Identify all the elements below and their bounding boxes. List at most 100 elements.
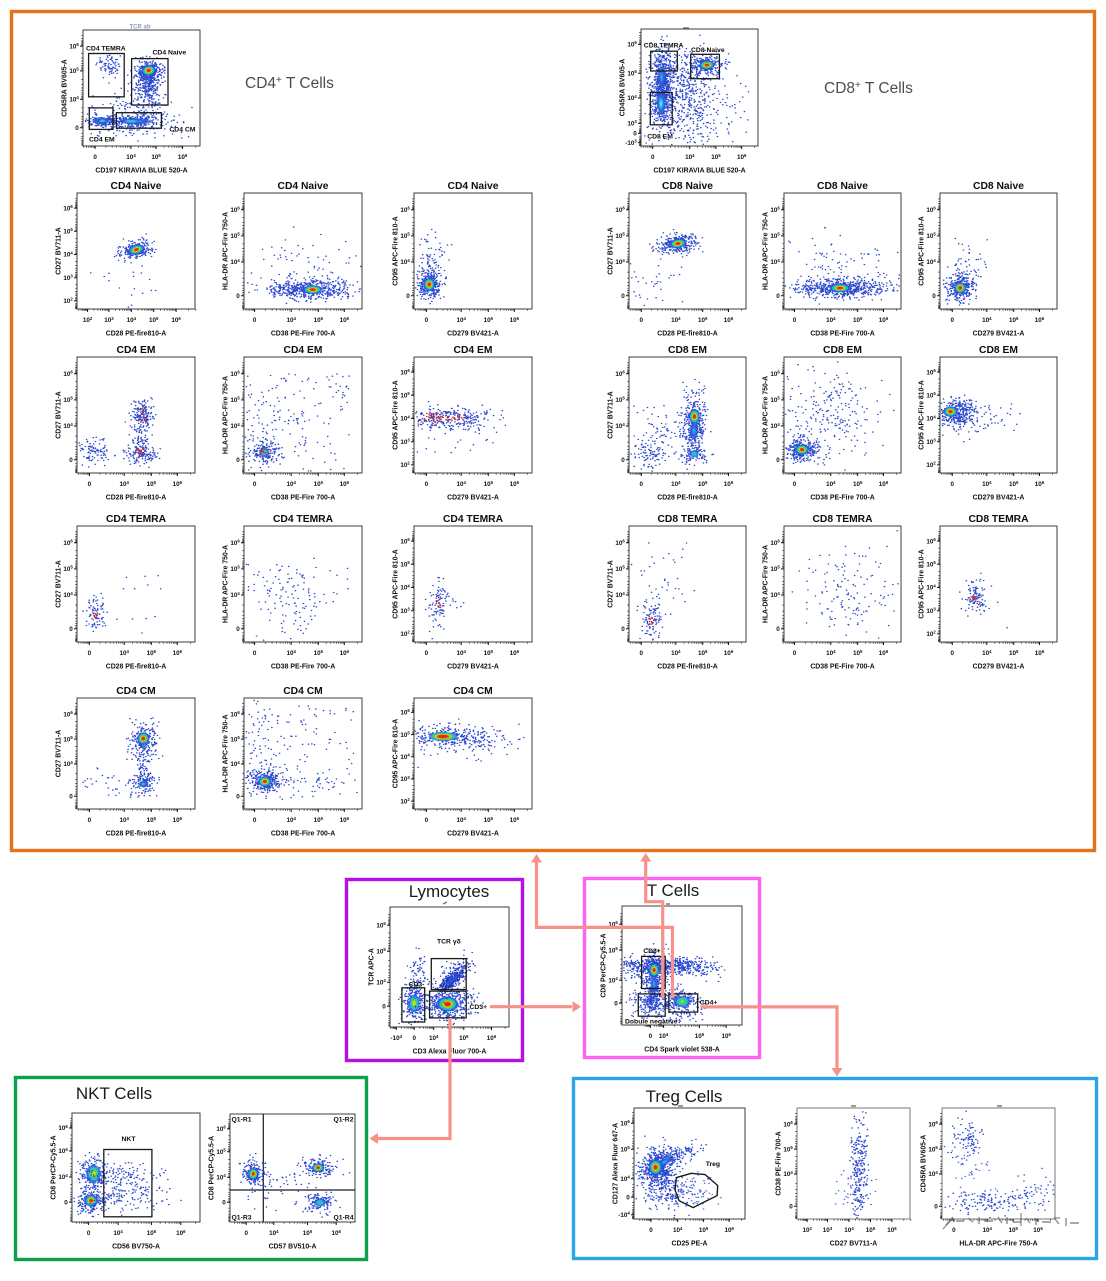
svg-text:CD28 PE-fire810-A: CD28 PE-fire810-A — [106, 831, 167, 838]
svg-text:104: 104 — [928, 1170, 938, 1178]
svg-text:0: 0 — [236, 293, 240, 300]
svg-text:105: 105 — [926, 232, 936, 240]
svg-text:104: 104 — [119, 649, 129, 657]
svg-text:102: 102 — [400, 461, 410, 469]
svg-text:0: 0 — [244, 1230, 248, 1237]
svg-text:CD45RA BV605-A: CD45RA BV605-A — [620, 59, 627, 117]
svg-text:104: 104 — [286, 649, 296, 657]
svg-text:104: 104 — [400, 583, 410, 591]
svg-text:0: 0 — [952, 1227, 956, 1234]
svg-text:105: 105 — [230, 735, 240, 743]
svg-text:CD4 TEMRA: CD4 TEMRA — [106, 514, 167, 525]
svg-text:CD4 EM: CD4 EM — [284, 345, 323, 356]
svg-text:Dobule negative: Dobule negative — [625, 1019, 678, 1026]
svg-text:103: 103 — [104, 316, 114, 324]
svg-text:104: 104 — [783, 1170, 793, 1178]
svg-text:102: 102 — [83, 316, 93, 324]
svg-text:102: 102 — [926, 461, 936, 469]
svg-text:104: 104 — [615, 422, 625, 430]
svg-text:104: 104 — [400, 258, 410, 266]
svg-text:106: 106 — [1035, 480, 1045, 488]
svg-text:CD27 BV711-A: CD27 BV711-A — [56, 730, 63, 778]
svg-text:CD4 Naive: CD4 Naive — [448, 181, 499, 192]
svg-text:CD28 PE-fire810-A: CD28 PE-fire810-A — [106, 331, 167, 338]
svg-text:104: 104 — [982, 649, 992, 657]
svg-text:HLA-DR APC-Fire 750-A: HLA-DR APC-Fire 750-A — [763, 376, 770, 454]
svg-text:CD8 Naive: CD8 Naive — [973, 181, 1024, 192]
svg-text:0: 0 — [793, 481, 797, 488]
svg-text:CD8 TEMRA: CD8 TEMRA — [657, 514, 718, 525]
svg-text:104: 104 — [119, 816, 129, 824]
svg-text:104: 104 — [126, 153, 136, 161]
svg-text:0: 0 — [253, 317, 257, 324]
svg-text:Lymocytes: Lymocytes — [409, 882, 490, 901]
svg-text:TCR APC-A: TCR APC-A — [369, 948, 376, 986]
svg-text:0: 0 — [789, 1203, 793, 1210]
svg-text:0: 0 — [69, 626, 73, 633]
svg-text:104: 104 — [826, 480, 836, 488]
svg-text:105: 105 — [1008, 1226, 1018, 1234]
svg-text:104: 104 — [770, 422, 780, 430]
svg-text:TCR ab: TCR ab — [130, 25, 151, 31]
svg-text:106: 106 — [69, 42, 79, 50]
svg-text:CD4 TEMRA: CD4 TEMRA — [273, 514, 334, 525]
svg-text:104: 104 — [926, 583, 936, 591]
svg-text:0: 0 — [640, 481, 644, 488]
svg-text:CD279 BV421-A: CD279 BV421-A — [973, 664, 1025, 671]
svg-text:HLA-DR APC-Fire 750-A: HLA-DR APC-Fire 750-A — [223, 714, 230, 792]
svg-text:103: 103 — [400, 438, 410, 446]
svg-text:106: 106 — [926, 206, 936, 214]
svg-text:0: 0 — [236, 793, 240, 800]
svg-text:CD28 PE-fire810-A: CD28 PE-fire810-A — [106, 495, 167, 502]
svg-text:106: 106 — [887, 1226, 897, 1234]
svg-text:102: 102 — [400, 630, 410, 638]
svg-text:-104: -104 — [391, 1034, 403, 1042]
svg-text:CD4 EM: CD4 EM — [89, 137, 115, 144]
svg-text:CD38 PE-Fire 700-A: CD38 PE-Fire 700-A — [271, 831, 335, 838]
svg-text:CD3-: CD3- — [409, 982, 425, 989]
svg-text:0: 0 — [88, 481, 92, 488]
svg-text:0: 0 — [406, 293, 410, 300]
svg-text:0: 0 — [793, 317, 797, 324]
svg-text:0: 0 — [425, 481, 429, 488]
svg-text:CD95 APC-Fire 810-A: CD95 APC-Fire 810-A — [919, 549, 926, 618]
svg-text:CD95 APC-Fire 810-A: CD95 APC-Fire 810-A — [393, 216, 400, 285]
svg-text:CD8+: CD8+ — [643, 948, 661, 955]
svg-text:105: 105 — [230, 396, 240, 404]
svg-text:105: 105 — [1009, 480, 1019, 488]
svg-text:Treg: Treg — [706, 1161, 720, 1168]
svg-text:106: 106 — [173, 480, 183, 488]
svg-text:104: 104 — [620, 1175, 630, 1183]
svg-text:CD8 TEMRA: CD8 TEMRA — [812, 514, 873, 525]
svg-text:105: 105 — [400, 232, 410, 240]
svg-text:CD8+ T Cells: CD8+ T Cells — [824, 80, 913, 97]
svg-text:104: 104 — [269, 1229, 279, 1237]
svg-text:105: 105 — [459, 1034, 469, 1042]
svg-text:105: 105 — [698, 316, 708, 324]
svg-text:0: 0 — [425, 817, 429, 824]
svg-text:HLA-DR APC-Fire 750-A: HLA-DR APC-Fire 750-A — [763, 212, 770, 290]
svg-text:CD38 PE-Fire 700-A: CD38 PE-Fire 700-A — [271, 664, 335, 671]
svg-text:0: 0 — [649, 1227, 653, 1234]
svg-text:CD38 PE-Fire 700-A: CD38 PE-Fire 700-A — [810, 331, 874, 338]
svg-text:104: 104 — [671, 649, 681, 657]
svg-text:CD27 BV711-A: CD27 BV711-A — [56, 391, 63, 439]
svg-text:0: 0 — [69, 793, 73, 800]
svg-text:105: 105 — [303, 1229, 313, 1237]
svg-text:104: 104 — [982, 480, 992, 488]
svg-text:106: 106 — [620, 1119, 630, 1127]
svg-text:105: 105 — [711, 153, 721, 161]
svg-text:0: 0 — [69, 457, 73, 464]
svg-text:105: 105 — [69, 67, 79, 75]
svg-text:CD279 BV421-A: CD279 BV421-A — [447, 495, 499, 502]
svg-text:CD95 APC-Fire 810-A: CD95 APC-Fire 810-A — [919, 216, 926, 285]
svg-text:CD4 CM: CD4 CM — [116, 686, 155, 697]
svg-text:104: 104 — [673, 1226, 683, 1234]
svg-text:CD8 TEMRA: CD8 TEMRA — [968, 514, 1029, 525]
svg-text:105: 105 — [770, 565, 780, 573]
svg-text:104: 104 — [230, 591, 240, 599]
svg-text:106: 106 — [400, 368, 410, 376]
svg-text:104: 104 — [63, 760, 73, 768]
svg-text:104: 104 — [230, 422, 240, 430]
svg-text:106: 106 — [400, 537, 410, 545]
